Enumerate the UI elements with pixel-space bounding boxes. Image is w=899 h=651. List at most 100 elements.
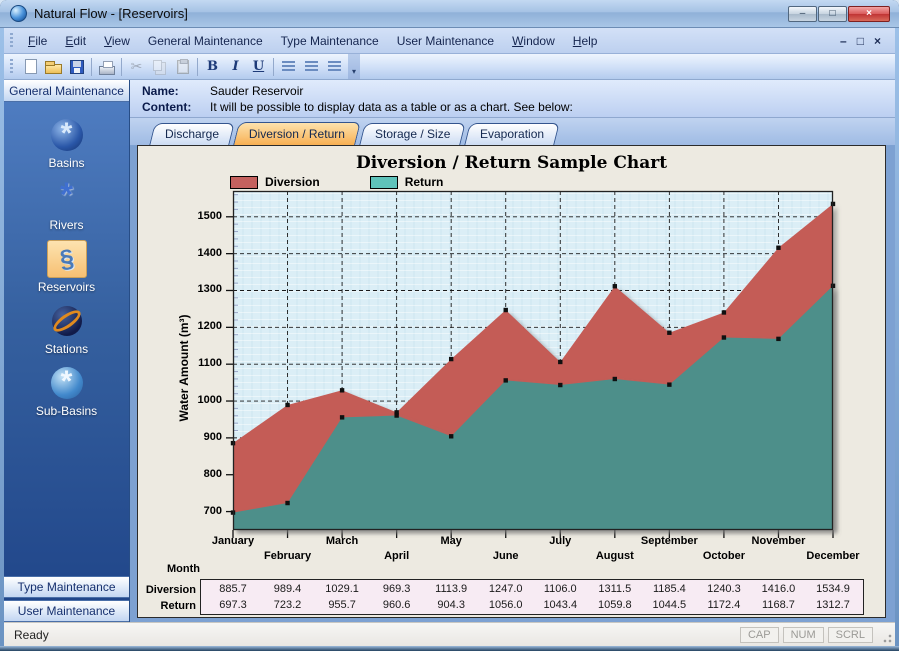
- mdi-minimize-button[interactable]: –: [840, 35, 847, 47]
- sidebar-item-label: Rivers: [49, 218, 83, 232]
- sidebar-header-general-maintenance[interactable]: General Maintenance: [4, 80, 129, 102]
- menu-help[interactable]: Help: [564, 30, 607, 52]
- sidebar-item-rivers[interactable]: *Rivers: [4, 178, 129, 232]
- underline-button[interactable]: U: [247, 56, 270, 78]
- name-label: Name:: [142, 83, 210, 99]
- minimize-window-button[interactable]: –: [788, 6, 817, 22]
- content-label: Content:: [142, 99, 210, 115]
- sidebar-item-label: Basins: [48, 156, 84, 170]
- close-window-button[interactable]: ×: [848, 6, 890, 22]
- align-center-icon: [305, 61, 318, 72]
- toolbar-options-button[interactable]: ▾: [348, 54, 360, 79]
- new-button[interactable]: [19, 56, 42, 78]
- resize-grip[interactable]: [882, 633, 892, 643]
- sidebar-item-stations[interactable]: Stations: [4, 302, 129, 356]
- tab-discharge[interactable]: Discharge: [149, 123, 235, 145]
- chart-legend: DiversionReturn: [230, 175, 443, 189]
- save-button[interactable]: [65, 56, 88, 78]
- sidebar-nav: * Basins *Rivers §Reservoirs Stations *Sub-Ba…: [4, 102, 129, 574]
- status-panes: CAPNUMSCRL: [740, 627, 873, 643]
- toolbar-grip[interactable]: [10, 59, 13, 75]
- menu-general-maintenance[interactable]: General Maintenance: [139, 30, 272, 52]
- x-tick-label-september: September: [627, 535, 711, 547]
- x-tick-label-november: November: [736, 535, 820, 547]
- y-tick-label: 1400: [138, 247, 222, 259]
- chart-title: Diversion / Return Sample Chart: [138, 153, 885, 173]
- x-tick-label-july: July: [518, 535, 602, 547]
- x-tick-label-april: April: [355, 550, 439, 562]
- table-row-label-diversion: Diversion: [138, 584, 196, 596]
- x-tick-label-march: March: [300, 535, 384, 547]
- app-window: Natural Flow - [Reservoirs] –□× FileEdit…: [0, 0, 899, 651]
- table-cell: 1534.9: [801, 583, 865, 595]
- x-tick-label-october: October: [682, 550, 766, 562]
- open-button[interactable]: [42, 56, 65, 78]
- maximize-window-button[interactable]: □: [818, 6, 847, 22]
- menu-view[interactable]: View: [95, 30, 139, 52]
- y-tick-label: 900: [138, 431, 222, 443]
- x-tick-label-january: January: [191, 535, 275, 547]
- reservoirs-icon: §: [47, 240, 87, 278]
- mdi-close-button[interactable]: ×: [874, 35, 881, 47]
- legend-swatch-return: [370, 176, 398, 189]
- menu-user-maintenance[interactable]: User Maintenance: [388, 30, 503, 52]
- paste-button[interactable]: [171, 56, 194, 78]
- x-tick-label-august: August: [573, 550, 657, 562]
- menu-edit[interactable]: Edit: [56, 30, 95, 52]
- sidebar-item-sub-basins[interactable]: *Sub-Basins: [4, 364, 129, 418]
- sidebar-item-basins[interactable]: * Basins: [4, 116, 129, 170]
- print-button[interactable]: [95, 56, 118, 78]
- menubar-grip[interactable]: [10, 33, 13, 49]
- sidebar-item-label: Sub-Basins: [36, 404, 97, 418]
- y-tick-label: 1200: [138, 320, 222, 332]
- copy-button[interactable]: [148, 56, 171, 78]
- sidebar: General Maintenance * Basins *Rivers §Reser…: [4, 80, 130, 622]
- window-frame-left: [0, 28, 4, 646]
- align-center-button[interactable]: [300, 56, 323, 78]
- menu-window[interactable]: Window: [503, 30, 564, 52]
- menu-type-maintenance[interactable]: Type Maintenance: [272, 30, 388, 52]
- record-header: Name: Sauder Reservoir Content: It will …: [130, 80, 895, 118]
- main-area: General Maintenance * Basins *Rivers §Reser…: [4, 80, 895, 622]
- window-frame-bottom: [0, 646, 899, 651]
- toolbar-separator: [197, 58, 198, 76]
- mdi-restore-button[interactable]: □: [857, 35, 864, 47]
- underline-icon: U: [253, 59, 264, 74]
- sidebar-item-reservoirs[interactable]: §Reservoirs: [4, 240, 129, 294]
- status-pane-num: NUM: [783, 627, 824, 643]
- x-tick-label-december: December: [791, 550, 875, 562]
- align-left-icon: [282, 61, 295, 72]
- sidebar-bar-type-maintenance[interactable]: Type Maintenance: [4, 576, 129, 598]
- titlebar: Natural Flow - [Reservoirs] –□×: [0, 0, 899, 28]
- paste-icon: [177, 60, 189, 74]
- legend-item-diversion: Diversion: [230, 175, 320, 189]
- y-tick-label: 700: [138, 505, 222, 517]
- tab-diversion-return[interactable]: Diversion / Return: [233, 122, 361, 145]
- toolbar-separator: [91, 58, 92, 76]
- save-icon: [70, 60, 84, 74]
- tab-evaporation[interactable]: Evaporation: [465, 123, 561, 145]
- open-icon: [45, 64, 62, 74]
- window-title: Natural Flow - [Reservoirs]: [34, 6, 188, 21]
- italic-button[interactable]: I: [224, 56, 247, 78]
- chart-panel: Diversion / Return Sample Chart Diversio…: [137, 145, 886, 618]
- basins-icon: *: [47, 116, 87, 154]
- window-controls: –□×: [788, 6, 893, 22]
- new-icon: [25, 59, 37, 74]
- tab-label: Discharge: [165, 127, 219, 141]
- cut-button[interactable]: ✂: [125, 56, 148, 78]
- toolbar-separator: [273, 58, 274, 76]
- content-value: It will be possible to display data as a…: [210, 99, 573, 115]
- sidebar-bar-user-maintenance[interactable]: User Maintenance: [4, 600, 129, 622]
- align-right-button[interactable]: [323, 56, 346, 78]
- legend-label: Diversion: [265, 175, 320, 189]
- menu-file[interactable]: File: [19, 30, 56, 52]
- print-icon: [99, 66, 115, 75]
- tab-storage-size[interactable]: Storage / Size: [359, 123, 466, 145]
- x-tick-label-february: February: [246, 550, 330, 562]
- align-left-button[interactable]: [277, 56, 300, 78]
- bold-button[interactable]: B: [201, 56, 224, 78]
- tab-label: Storage / Size: [375, 127, 450, 141]
- italic-icon: I: [232, 59, 238, 74]
- menubar: FileEditViewGeneral MaintenanceType Main…: [4, 28, 895, 54]
